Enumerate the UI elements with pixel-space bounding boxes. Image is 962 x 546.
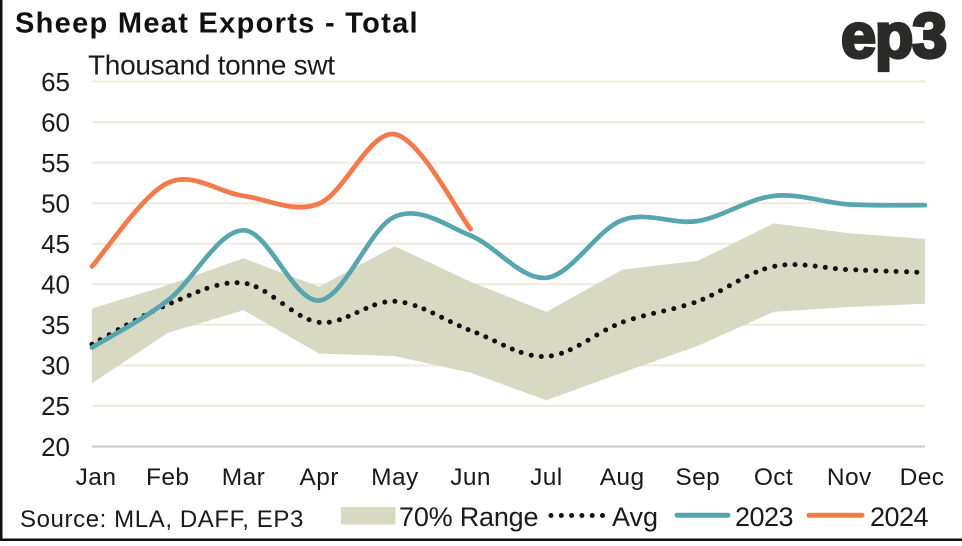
svg-text:45: 45 — [41, 229, 70, 259]
svg-text:Oct: Oct — [754, 464, 793, 491]
svg-text:Mar: Mar — [222, 464, 265, 491]
svg-text:Dec: Dec — [900, 464, 945, 491]
svg-text:May: May — [371, 464, 419, 491]
svg-text:60: 60 — [41, 107, 70, 137]
svg-text:Source: MLA, DAFF, EP3: Source: MLA, DAFF, EP3 — [20, 506, 304, 533]
svg-text:30: 30 — [41, 351, 70, 381]
svg-text:40: 40 — [41, 270, 70, 300]
svg-text:Sep: Sep — [675, 464, 720, 491]
svg-text:65: 65 — [41, 67, 70, 97]
svg-text:55: 55 — [41, 148, 70, 178]
svg-text:2023: 2023 — [735, 502, 793, 532]
svg-text:ep3: ep3 — [841, 2, 946, 72]
svg-text:70% Range: 70% Range — [399, 502, 538, 532]
svg-text:Feb: Feb — [146, 464, 189, 491]
svg-text:20: 20 — [41, 432, 70, 462]
svg-text:2024: 2024 — [870, 502, 929, 532]
svg-text:Jul: Jul — [530, 464, 563, 491]
svg-text:Apr: Apr — [300, 464, 339, 491]
svg-text:25: 25 — [41, 391, 70, 421]
svg-text:Avg: Avg — [612, 502, 658, 532]
svg-text:Nov: Nov — [827, 464, 872, 491]
svg-text:35: 35 — [41, 310, 70, 340]
svg-text:Jun: Jun — [450, 464, 491, 491]
svg-text:50: 50 — [41, 189, 70, 219]
svg-text:Jan: Jan — [76, 464, 117, 491]
svg-text:Aug: Aug — [600, 464, 645, 491]
svg-text:Sheep Meat Exports - Total: Sheep Meat Exports - Total — [15, 8, 419, 40]
svg-text:Thousand tonne swt: Thousand tonne swt — [88, 50, 335, 81]
